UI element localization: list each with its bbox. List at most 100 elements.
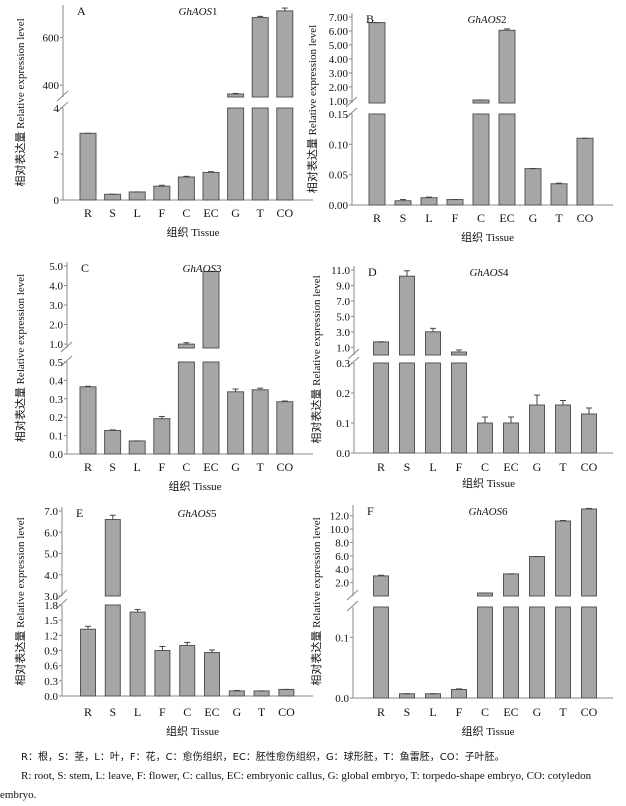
x-tick-label: C [182,206,190,220]
y-tick-label: 0 [54,195,60,207]
y-tick-label: 0.6 [44,661,58,673]
panel-letter: B [366,12,374,26]
bar-r [80,628,96,697]
chart-title-italic: GhAOS [468,506,502,518]
x-tick-label: G [231,460,240,474]
y-tick-label: 0.3 [44,676,58,688]
bar-g [228,690,245,697]
bar-ec-lower [498,113,516,206]
bar-s [399,693,415,699]
bar-co [276,401,294,455]
x-tick-label: S [404,705,411,719]
bar-g-upper [529,556,545,597]
y-tick-label: 10.0 [330,524,350,536]
chart-title-number: 3 [216,263,222,275]
x-tick-label: R [377,705,385,719]
x-axis-title: 组织 Tissue [461,724,514,738]
x-tick-label: C [183,705,191,719]
x-tick-label: CO [278,705,295,719]
y-tick-label: 0.1 [49,431,63,443]
bar-s-lower [399,362,415,454]
y-tick-label: 0.10 [329,139,349,151]
y-tick-label: 5.00 [329,40,349,52]
bar-co [581,413,597,454]
x-tick-label: CO [577,211,594,225]
bar-l [425,693,441,699]
bar-r-lower [373,606,389,699]
chart-title: GhAOS5 [177,508,217,520]
bar-l-upper [425,331,441,356]
y-tick-label: 0.1 [335,632,349,644]
y-tick-label: 8.0 [335,537,349,549]
axis-break-mark [56,101,69,113]
x-axis-title: 组织 Tissue [166,724,219,738]
x-tick-label: C [481,705,489,719]
x-tick-label: L [134,705,141,719]
x-tick-label: T [555,211,563,225]
bar-f-lower [451,362,467,454]
axis-break-mark [60,341,73,353]
x-tick-label: F [456,705,463,719]
bar-ec [503,422,519,454]
x-tick-label: T [257,460,265,474]
x-tick-label: S [109,206,116,220]
y-tick-label: 12.0 [330,511,350,523]
axis-break-mark [347,348,360,360]
chart-panel-c: 0.0 0.1 0.2 0.3 0.4 0.5 1.0 2.0 3.0 4.0 5.0 R S L F C EC… [13,261,313,493]
axis-break-mark [55,598,68,610]
y-tick-label: 11.0 [331,265,350,277]
y-axis-title: 相对表达量 Relative expression level [13,517,27,685]
bar-f [446,199,464,206]
x-tick-label: R [84,206,92,220]
y-tick-label: 0.00 [329,200,349,212]
y-axis-title: 相对表达量 Relative expression level [13,274,27,442]
chart-title-number: 4 [503,267,509,279]
chart-title: GhAOS6 [468,506,508,518]
bar-co [576,137,594,206]
axis-break-mark [346,600,359,612]
caption-zh-text: R：根，S：茎，L：叶，F：花，C：愈伤组织，EC：胚性愈伤组织，G：球形胚，T… [21,752,505,763]
chart-panel-f: 0.0 0.1 2.0 4.06.0 8.010.012.0 R S L F C EC G T CO F Gh… [309,504,613,738]
bar-c-upper [177,343,195,349]
chart-title-italic: GhAOS [182,263,216,275]
y-tick-label: 0.9 [44,646,58,658]
bar-co-lower [276,107,294,201]
panel-letter: F [367,504,374,518]
x-tick-label: T [257,206,265,220]
x-axis-title: 组织 Tissue [168,479,221,493]
y-tick-label: 7.0 [336,296,350,308]
x-tick-label: EC [203,460,218,474]
bar-ec [204,652,220,697]
x-tick-label: F [456,460,463,474]
bar-s-upper [399,275,415,356]
x-tick-label: F [158,460,165,474]
x-tick-label: F [158,206,165,220]
bar-t [555,404,571,454]
x-tick-label: CO [276,206,293,220]
bar-g-lower [529,606,545,699]
bar-l [128,191,146,201]
chart-title-number: 2 [501,14,507,26]
x-tick-label: L [134,206,141,220]
y-tick-label: 1.0 [49,339,63,351]
y-tick-label: 1.5 [44,615,58,627]
bar-r-lower [373,362,389,454]
y-tick-label: 600 [43,33,60,45]
y-tick-label: 1.8 [44,600,58,612]
y-tick-label: 5.0 [336,311,350,323]
bar-c-lower [477,606,493,699]
axis-break-mark [56,90,69,102]
chart-title: GhAOS1 [178,6,217,18]
bar-r-lower [368,113,386,206]
x-tick-label: C [182,460,190,474]
y-tick-label: 6.00 [329,26,349,38]
y-tick-label: 0.3 [49,394,63,406]
y-tick-label: 3.0 [336,327,350,339]
x-tick-label: EC [204,705,219,719]
bar-s [104,429,122,455]
bar-c-lower [177,361,195,455]
bar-co [278,688,295,697]
x-tick-label: L [429,705,436,719]
bar-r [79,386,97,455]
caption-en-text: R: root, S: stem, L: leave, F: flower, C… [0,770,592,801]
